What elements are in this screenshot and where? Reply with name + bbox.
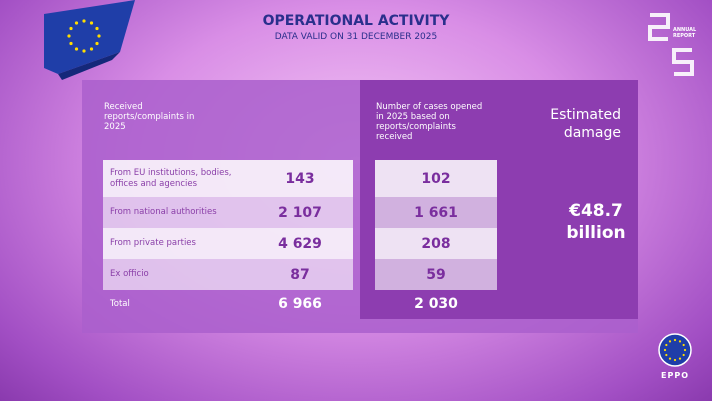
total-row: Total 6 966 bbox=[103, 292, 353, 316]
cell: 2 107 bbox=[278, 204, 322, 221]
damage-title: Estimated damage bbox=[550, 107, 621, 141]
table-row: From national authorities 2 107 bbox=[103, 197, 353, 228]
cell: 102 bbox=[421, 170, 451, 187]
column-header: Received reports/complaints in 2025 bbox=[104, 102, 195, 132]
row-label: Ex officio bbox=[110, 269, 149, 279]
table-row: 208 bbox=[375, 228, 497, 259]
cell: 4 629 bbox=[278, 235, 322, 252]
table-row: From EU institutions, bodies, offices an… bbox=[103, 160, 353, 197]
table-row: 1 661 bbox=[375, 197, 497, 228]
cell: 6 966 bbox=[278, 296, 322, 312]
table-row: 102 bbox=[375, 160, 497, 197]
cell: 59 bbox=[426, 266, 446, 283]
total-row: 2 030 bbox=[375, 292, 497, 316]
damage-amount: €48.7 billion bbox=[566, 201, 626, 243]
row-label: From private parties bbox=[110, 238, 196, 248]
table-row: From private parties 4 629 bbox=[103, 228, 353, 259]
title: OPERATIONAL ACTIVITY bbox=[262, 13, 450, 29]
row-label: Total bbox=[110, 298, 130, 309]
cell: 2 030 bbox=[414, 296, 458, 312]
row-label: From EU institutions, bodies, offices an… bbox=[110, 167, 232, 189]
cell: 208 bbox=[421, 235, 451, 252]
cell: 1 661 bbox=[414, 204, 458, 221]
logo-text: EPPO bbox=[661, 371, 689, 380]
table-row: Ex officio 87 bbox=[103, 259, 353, 290]
row-label: From national authorities bbox=[110, 207, 217, 217]
subtitle: DATA VALID ON 31 DECEMBER 2025 bbox=[274, 32, 438, 42]
badge-line: ANNUAL bbox=[673, 27, 697, 33]
badge-line: REPORT bbox=[673, 33, 696, 39]
cell: 143 bbox=[285, 170, 315, 187]
cell: 87 bbox=[290, 266, 310, 283]
column-header: Number of cases opened in 2025 based on … bbox=[376, 102, 483, 142]
table-row: 59 bbox=[375, 259, 497, 290]
badge: ANNUAL REPORT bbox=[673, 27, 696, 39]
